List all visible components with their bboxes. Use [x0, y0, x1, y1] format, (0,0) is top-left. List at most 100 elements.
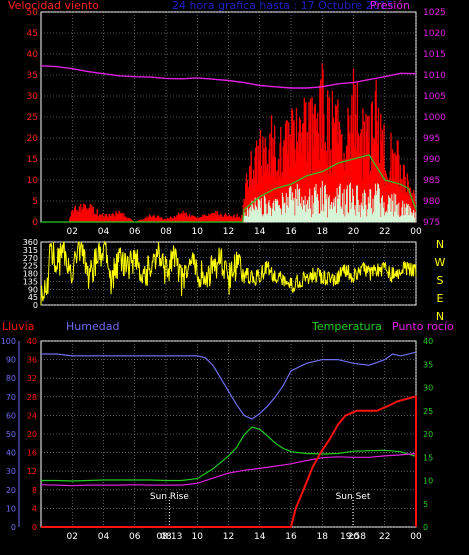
- sun-set-label: Sun Set: [336, 492, 371, 502]
- humidity-y-tick-label: 60: [6, 411, 16, 420]
- x-tick-label: 20: [348, 227, 360, 237]
- x-tick-label: 04: [98, 227, 110, 237]
- humidity-y-tick-label: 10: [6, 504, 16, 513]
- pressure-y-tick-label: 975: [423, 218, 440, 228]
- temperature-label: Temperatura: [311, 320, 382, 333]
- rain-y-tick-label: 20: [27, 430, 37, 439]
- rain-y-tick-label: 4: [32, 504, 37, 513]
- sun-rise-time: 08:13: [156, 532, 182, 542]
- wind-y-tick-label: 0: [32, 218, 38, 228]
- sun-rise-label: Sun Rise: [150, 492, 189, 502]
- humidity-y-tick-label: 40: [6, 449, 16, 458]
- direction-y-tick-label: 0: [33, 301, 38, 310]
- direction-y-tick-label: 270: [23, 254, 38, 263]
- pressure-y-tick-label: 1010: [423, 71, 446, 81]
- compass-label-n: N: [436, 238, 444, 251]
- x-tick-label: 16: [285, 532, 297, 542]
- compass-label-s: S: [437, 274, 444, 287]
- direction-y-tick-label: 180: [23, 270, 38, 279]
- humidity-label: Humedad: [66, 320, 119, 333]
- wind-y-tick-label: 45: [27, 29, 38, 39]
- x-tick-label: 18: [317, 532, 329, 542]
- x-tick-label: 08: [160, 227, 172, 237]
- temperature-y-tick-label: 10: [423, 477, 433, 486]
- rain-y-tick-label: 16: [27, 449, 37, 458]
- pressure-y-tick-label: 1000: [423, 113, 446, 123]
- x-tick-label: 12: [223, 227, 234, 237]
- wind-y-tick-label: 10: [27, 176, 39, 186]
- wind-y-tick-label: 20: [27, 134, 39, 144]
- x-tick-label: 00: [410, 532, 422, 542]
- temperature-y-tick-label: 30: [423, 384, 433, 393]
- rain-y-tick-label: 24: [27, 411, 37, 420]
- pressure-y-tick-label: 1005: [423, 92, 446, 102]
- dewpoint-line: [40, 452, 417, 487]
- direction-y-tick-label: 225: [23, 262, 38, 271]
- pressure-label: Presión: [370, 0, 410, 12]
- wind-y-tick-label: 35: [27, 71, 38, 81]
- temperature-y-tick-label: 15: [423, 453, 433, 462]
- compass-label-n: N: [436, 310, 444, 323]
- temperature-y-tick-label: 5: [423, 500, 428, 509]
- humidity-line: [41, 351, 417, 420]
- humidity-y-tick-label: 80: [6, 374, 16, 383]
- x-tick-label: 14: [254, 532, 266, 542]
- x-tick-label: 10: [192, 227, 204, 237]
- wind-y-tick-label: 5: [32, 197, 38, 207]
- wind-min-series: [243, 180, 416, 222]
- temperature-y-tick-label: 40: [423, 337, 433, 346]
- rain-y-tick-label: 36: [27, 356, 37, 365]
- x-tick-label: 18: [317, 227, 329, 237]
- pressure-y-tick-label: 1025: [423, 8, 446, 18]
- direction-y-tick-label: 90: [28, 285, 38, 294]
- pressure-y-tick-label: 1015: [423, 50, 446, 60]
- sun-set-time: 19:58: [340, 532, 366, 542]
- rain-y-tick-label: 12: [27, 467, 37, 476]
- direction-y-tick-label: 45: [28, 293, 38, 302]
- temperature-y-tick-label: 25: [423, 407, 433, 416]
- temperature-y-tick-label: 20: [423, 430, 433, 439]
- compass-label-e: E: [437, 292, 444, 305]
- rain-label: Lluvia: [2, 320, 34, 333]
- wind-y-tick-label: 30: [27, 92, 39, 102]
- x-tick-label: 08: [160, 532, 172, 542]
- pressure-y-tick-label: 985: [423, 176, 440, 186]
- x-tick-label: 22: [379, 532, 390, 542]
- wind-y-tick-label: 40: [27, 50, 39, 60]
- chart-title: 24 hora grafica hasta : 17 Octubre 2015: [172, 0, 394, 12]
- wind-y-tick-label: 15: [27, 155, 38, 165]
- pressure-y-tick-label: 990: [423, 155, 440, 165]
- x-tick-label: 00: [410, 227, 422, 237]
- wind-speed-label: Velocidad viento: [8, 0, 99, 12]
- humidity-y-tick-label: 100: [1, 337, 16, 346]
- rain-line: [41, 395, 417, 528]
- x-tick-label: 02: [67, 532, 78, 542]
- x-tick-label: 14: [254, 227, 266, 237]
- temperature-y-tick-label: 35: [423, 360, 433, 369]
- x-tick-label: 10: [192, 532, 204, 542]
- x-tick-label: 12: [223, 532, 234, 542]
- pressure-line: [40, 65, 417, 89]
- direction-y-tick-label: 315: [23, 246, 38, 255]
- humidity-y-tick-label: 90: [6, 356, 16, 365]
- wind-avg-line: [41, 154, 417, 223]
- x-tick-label: 04: [98, 532, 110, 542]
- x-tick-label: 02: [67, 227, 78, 237]
- rain-y-tick-label: 8: [32, 486, 37, 495]
- pressure-y-tick-label: 1020: [423, 29, 446, 39]
- wind-gust-series: [69, 63, 416, 222]
- x-tick-label: 16: [285, 227, 297, 237]
- compass-label-w: W: [435, 256, 446, 269]
- humidity-y-tick-label: 20: [6, 486, 16, 495]
- direction-y-tick-label: 135: [23, 277, 38, 286]
- humidity-y-tick-label: 50: [6, 430, 16, 439]
- x-tick-label: 22: [379, 227, 390, 237]
- wind-direction-line: [40, 240, 417, 306]
- humidity-y-tick-label: 0: [11, 523, 16, 532]
- humidity-y-tick-label: 70: [6, 393, 16, 402]
- wind-y-tick-label: 50: [27, 8, 39, 18]
- wind-y-tick-label: 25: [27, 113, 38, 123]
- pressure-y-tick-label: 995: [423, 134, 440, 144]
- temperature-line: [41, 426, 417, 482]
